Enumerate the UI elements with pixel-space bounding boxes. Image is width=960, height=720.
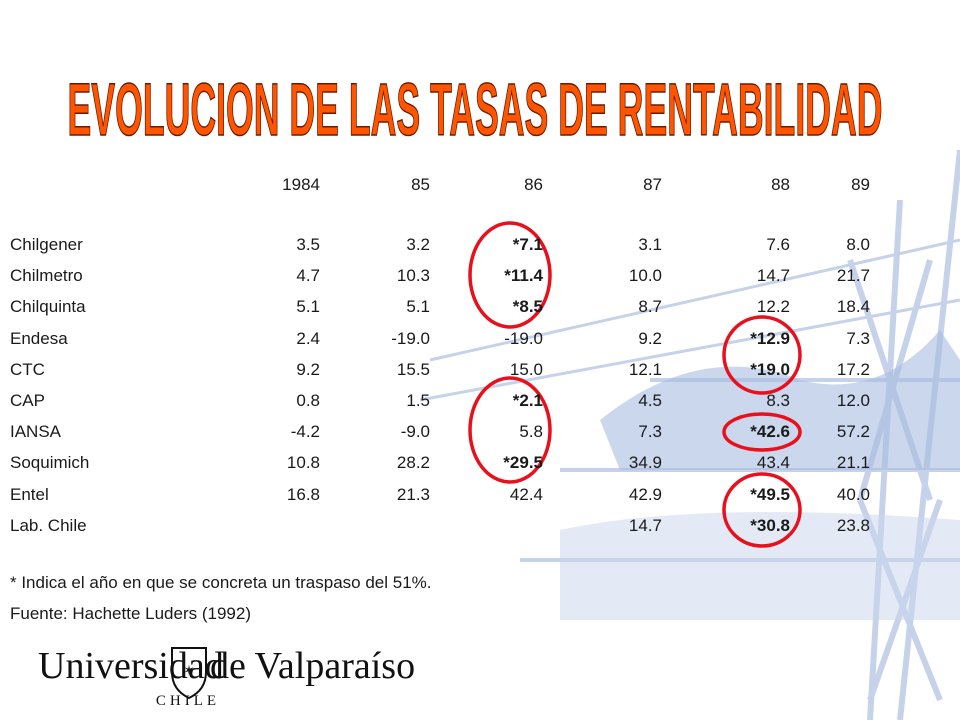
table-cell: *30.8: [750, 515, 790, 535]
row-label: Endesa: [10, 328, 68, 348]
logo-name: Universidad: [38, 645, 224, 687]
column-header: 88: [771, 175, 790, 194]
table-cell: 15.0: [509, 359, 543, 379]
table-cell: *12.9: [750, 328, 790, 348]
table-cell: *2.1: [512, 391, 543, 410]
table-cell: 9.2: [638, 328, 662, 348]
table-cell: 18.4: [836, 297, 870, 317]
row-label: Lab. Chile: [10, 515, 87, 535]
table-cell: -19.0: [391, 328, 430, 348]
table-cell: 1.5: [406, 391, 430, 410]
footnote: Fuente: Hachette Luders (1992): [10, 604, 251, 623]
table-cell: 7.3: [638, 422, 662, 442]
logo: Universidad ✶ de Valparaíso CHILE: [38, 645, 415, 709]
table-cell: 4.5: [638, 391, 662, 410]
row-label: Entel: [10, 484, 49, 504]
table-cell: *42.6: [750, 422, 790, 442]
footnote: * Indica el año en que se concreta un tr…: [10, 573, 432, 592]
table-cell: -9.0: [400, 422, 430, 442]
column-header: 1984: [282, 175, 320, 194]
row-label: CAP: [10, 391, 45, 410]
table-cell: 8.0: [846, 235, 870, 254]
table-cell: 5.1: [296, 297, 320, 317]
table-cell: -4.2: [290, 422, 320, 442]
title: EVOLUCION DE LAS TASAS DE RENTABILIDAD: [68, 68, 883, 151]
table-cell: 21.3: [396, 484, 430, 504]
table-cell: 34.9: [628, 453, 662, 473]
table-cell: 3.5: [296, 235, 320, 254]
table-cell: *29.5: [503, 453, 543, 473]
table-cell: 2.4: [296, 328, 320, 348]
table-cell: 21.7: [836, 266, 870, 286]
row-label: Chilmetro: [10, 266, 83, 286]
table-cell: 43.4: [756, 453, 790, 473]
table-cell: 10.8: [286, 453, 320, 473]
column-header: 87: [643, 175, 662, 194]
table-cell: *11.4: [504, 266, 543, 286]
table-cell: 57.2: [836, 422, 870, 442]
column-header: 86: [524, 175, 543, 194]
table-cell: 7.3: [846, 328, 870, 348]
highlight-ovals: [468, 221, 802, 548]
table-cell: 12.2: [756, 297, 790, 317]
table-cell: *8.5: [512, 297, 543, 317]
table-cell: -19.0: [504, 328, 543, 348]
table-cell: 3.2: [406, 235, 430, 254]
table-cell: 40.0: [836, 484, 870, 504]
table-cell: 3.1: [638, 235, 662, 254]
table-cell: 14.7: [628, 515, 662, 535]
table-cell: 0.8: [296, 391, 320, 410]
table-cell: 42.9: [628, 484, 662, 504]
table-cell: 4.7: [296, 266, 320, 286]
table-cell: 8.7: [638, 297, 662, 317]
table-cell: 16.8: [286, 484, 320, 504]
table-cell: *49.5: [750, 484, 790, 504]
table-cell: 17.2: [836, 359, 870, 379]
table-cell: 10.3: [396, 266, 430, 286]
row-label: Chilgener: [10, 235, 83, 254]
table-cell: 28.2: [396, 453, 430, 473]
table-cell: *7.1: [512, 235, 543, 254]
logo-name2: de Valparaíso: [210, 645, 415, 687]
row-label: Soquimich: [10, 453, 90, 473]
table-cell: 21.1: [836, 453, 870, 473]
svg-text:✶: ✶: [183, 662, 195, 678]
table-cell: 5.8: [519, 422, 543, 442]
column-header: 89: [851, 175, 870, 194]
logo-country: CHILE: [156, 693, 220, 709]
table-cell: 7.6: [766, 235, 790, 254]
row-label: IANSA: [10, 422, 62, 442]
row-label: Chilquinta: [10, 297, 86, 317]
table-cell: 15.5: [396, 359, 430, 379]
column-header: 85: [411, 175, 430, 194]
table-cell: *19.0: [750, 359, 790, 379]
table-cell: 14.7: [756, 266, 790, 286]
table-cell: 5.1: [406, 297, 430, 317]
row-label: CTC: [10, 359, 45, 379]
table-cell: 8.3: [766, 391, 790, 410]
table-cell: 9.2: [296, 359, 320, 379]
table-cell: 23.8: [836, 515, 870, 535]
table-cell: 12.0: [836, 391, 870, 410]
table-cell: 42.4: [509, 484, 543, 504]
table-cell: 10.0: [628, 266, 662, 286]
table-cell: 12.1: [628, 359, 662, 379]
